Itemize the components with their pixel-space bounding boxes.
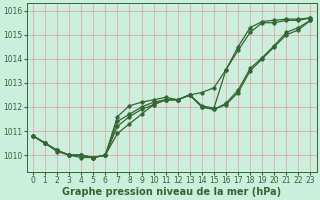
- X-axis label: Graphe pression niveau de la mer (hPa): Graphe pression niveau de la mer (hPa): [62, 187, 281, 197]
